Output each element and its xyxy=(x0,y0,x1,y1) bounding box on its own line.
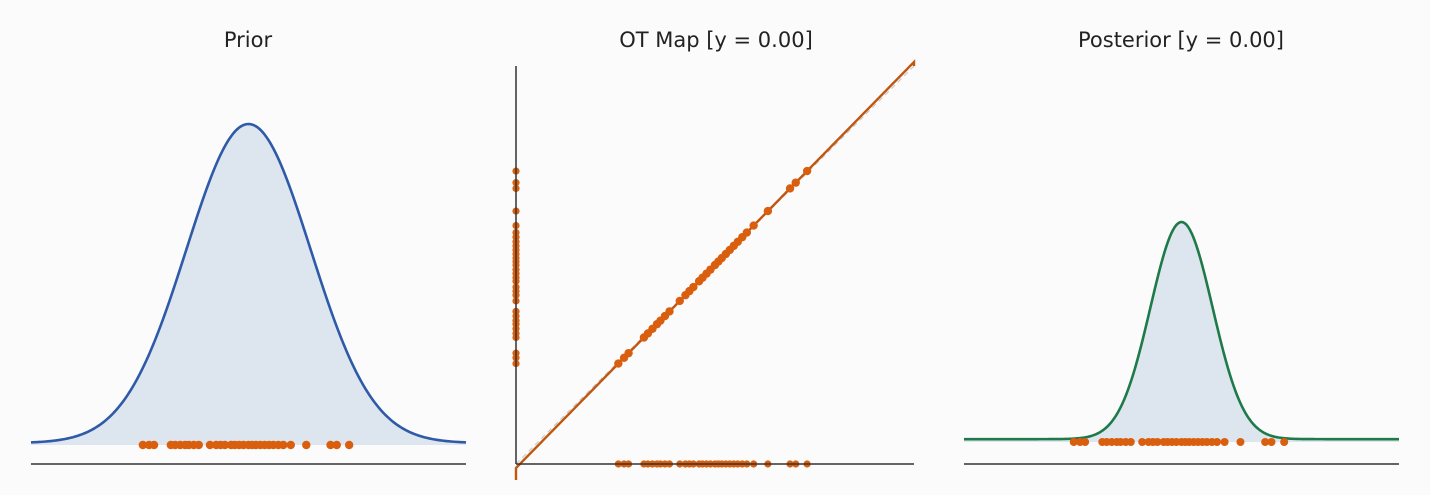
ot-map-panel: OT Map [y = 0.00] xyxy=(512,28,916,480)
prior-sample-point xyxy=(344,440,354,450)
prior-title: Prior xyxy=(224,28,273,52)
prior-samples xyxy=(138,440,354,450)
prior-sample-point xyxy=(194,440,203,450)
prior-sample-point xyxy=(286,440,295,450)
ot-map-point xyxy=(763,206,773,216)
posterior-sample-point xyxy=(1220,438,1229,446)
posterior-sample-point xyxy=(1069,438,1078,446)
ot-map-title: OT Map [y = 0.00] xyxy=(619,28,813,52)
posterior-sample-point xyxy=(1261,438,1270,446)
prior-sample-point xyxy=(205,440,215,450)
prior-sample-point xyxy=(220,440,230,450)
posterior-samples xyxy=(1069,438,1289,446)
ot-map-point xyxy=(665,307,674,316)
posterior-density-fill xyxy=(964,222,1399,442)
posterior-sample-point xyxy=(1213,438,1221,446)
prior-density-fill xyxy=(31,124,466,445)
ot-map-point xyxy=(689,282,698,292)
posterior-sample-point xyxy=(1236,438,1245,446)
prior-density-line xyxy=(30,122,467,444)
prior-sample-point xyxy=(332,440,341,450)
ot-map-point xyxy=(624,348,633,358)
posterior-density-line xyxy=(964,220,1399,441)
posterior-sample-point xyxy=(1280,438,1289,446)
prior-sample-point xyxy=(302,440,311,450)
prior-sample-point xyxy=(279,440,288,450)
posterior-sample-point xyxy=(1138,438,1147,446)
ot-map-point xyxy=(802,166,812,176)
ot-map-point xyxy=(785,184,795,193)
posterior-sample-point xyxy=(1153,438,1162,446)
prior-sample-point xyxy=(149,440,159,450)
ot-map-point xyxy=(675,296,684,306)
posterior-panel: Posterior [y = 0.00] xyxy=(964,28,1399,465)
prior-sample-point xyxy=(138,440,148,450)
posterior-title: Posterior [y = 0.00] xyxy=(1078,28,1284,52)
ot-map-point xyxy=(742,228,752,237)
ot-map-point xyxy=(614,359,623,368)
posterior-sample-point xyxy=(1081,438,1090,446)
ot-map-points xyxy=(614,166,812,368)
ot-map-point xyxy=(791,178,800,187)
posterior-sample-point xyxy=(1267,438,1276,446)
posterior-sample-point xyxy=(1126,438,1135,446)
prior-panel: Prior xyxy=(30,28,467,465)
prior-sample-point xyxy=(326,440,335,450)
ot-map-point xyxy=(749,221,758,230)
